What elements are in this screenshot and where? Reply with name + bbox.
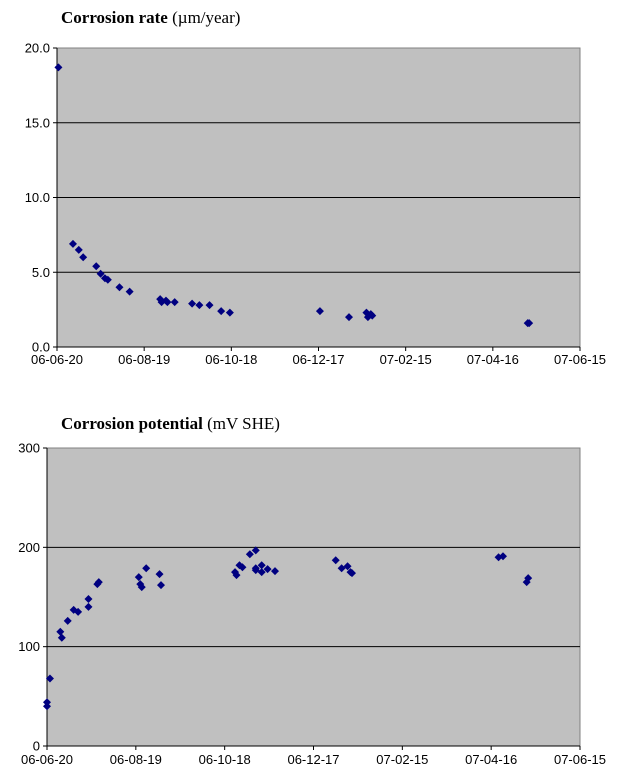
data-point	[524, 574, 533, 583]
data-point	[74, 245, 83, 254]
chart-title-main: Corrosion rate	[61, 8, 168, 27]
data-point	[155, 570, 164, 579]
chart-svg: 0 100 200 300 06-06-20 06-08-19 06-10-18 06-12-…	[18, 441, 606, 768]
data-point	[57, 633, 66, 642]
data-point	[225, 308, 234, 317]
y-tick-label: 300	[18, 441, 40, 456]
data-point	[94, 578, 103, 587]
data-point	[84, 602, 93, 611]
data-point	[163, 298, 172, 307]
y-tick-label: 200	[18, 540, 40, 555]
data-point	[257, 568, 266, 577]
data-point	[217, 307, 226, 316]
data-point	[343, 562, 352, 571]
y-tick-label: 100	[18, 639, 40, 654]
plot-area	[46, 447, 581, 747]
data-point	[232, 571, 241, 580]
data-point	[347, 569, 356, 578]
x-tick-label: 07-04-16	[467, 352, 519, 367]
corrosion-potential-chart: Corrosion potential (mV SHE) 0 100 200 300 0…	[0, 400, 617, 780]
data-point	[499, 552, 508, 561]
chart-title-main: Corrosion potential	[61, 414, 203, 433]
chart-title-unit: (µm/year)	[172, 8, 241, 27]
data-point	[74, 607, 83, 616]
x-tick-label: 07-06-15	[554, 352, 606, 367]
data-point	[63, 616, 72, 625]
data-point	[231, 568, 240, 577]
data-point	[84, 594, 93, 603]
data-point	[251, 546, 260, 555]
y-tick-label: 20.0	[25, 41, 50, 56]
x-tick-label: 06-06-20	[21, 752, 73, 767]
data-point	[368, 311, 377, 320]
x-tick-label: 07-02-15	[376, 752, 428, 767]
x-tick-label: 06-12-17	[287, 752, 339, 767]
x-tick-label: 06-12-17	[292, 352, 344, 367]
data-point	[96, 269, 105, 278]
x-tick-label: 07-02-15	[380, 352, 432, 367]
chart-svg: 0.0 5.0 10.0 15.0 20.0 06-06-20 06-08-19 06-10-…	[25, 41, 606, 368]
data-point	[522, 578, 531, 587]
x-tick-label: 06-06-20	[31, 352, 83, 367]
data-point	[137, 583, 146, 592]
data-point	[271, 567, 280, 576]
y-tick-label: 0	[33, 739, 40, 754]
x-tick-label: 07-04-16	[465, 752, 517, 767]
data-point	[205, 301, 214, 310]
data-point	[245, 550, 254, 559]
y-tick-label: 0.0	[32, 340, 50, 355]
data-point	[257, 561, 266, 570]
data-point	[115, 283, 124, 292]
data-point	[170, 298, 179, 307]
data-point	[56, 627, 65, 636]
data-point	[134, 573, 143, 582]
corrosion-rate-chart: Corrosion rate (µm/year) 0.0 5.0 10.0 15.0 2…	[0, 0, 617, 375]
x-tick-label: 06-10-18	[205, 352, 257, 367]
data-point	[238, 563, 247, 572]
data-point	[43, 698, 51, 707]
data-point	[68, 239, 77, 248]
x-tick-label: 06-10-18	[199, 752, 251, 767]
data-point	[142, 564, 151, 573]
data-point	[251, 564, 260, 573]
data-point	[125, 287, 134, 296]
data-point	[525, 319, 534, 328]
y-tick-label: 10.0	[25, 190, 50, 205]
data-point	[331, 556, 340, 565]
data-point	[54, 63, 63, 72]
data-point	[45, 674, 54, 683]
data-point	[79, 253, 88, 262]
data-point	[157, 581, 166, 590]
data-point	[195, 301, 204, 310]
x-tick-label: 07-06-15	[554, 752, 606, 767]
y-tick-label: 15.0	[25, 115, 50, 130]
x-tick-label: 06-08-19	[118, 352, 170, 367]
chart-title-unit: (mV SHE)	[207, 414, 280, 433]
data-point	[92, 262, 101, 271]
chart-title: Corrosion rate (µm/year)	[61, 8, 240, 28]
y-tick-label: 5.0	[32, 265, 50, 280]
x-tick-label: 06-08-19	[110, 752, 162, 767]
data-point	[315, 307, 324, 316]
data-point	[345, 313, 354, 322]
data-point	[188, 299, 197, 308]
data-point	[263, 565, 272, 574]
chart-title: Corrosion potential (mV SHE)	[61, 414, 280, 434]
data-point	[103, 275, 112, 284]
